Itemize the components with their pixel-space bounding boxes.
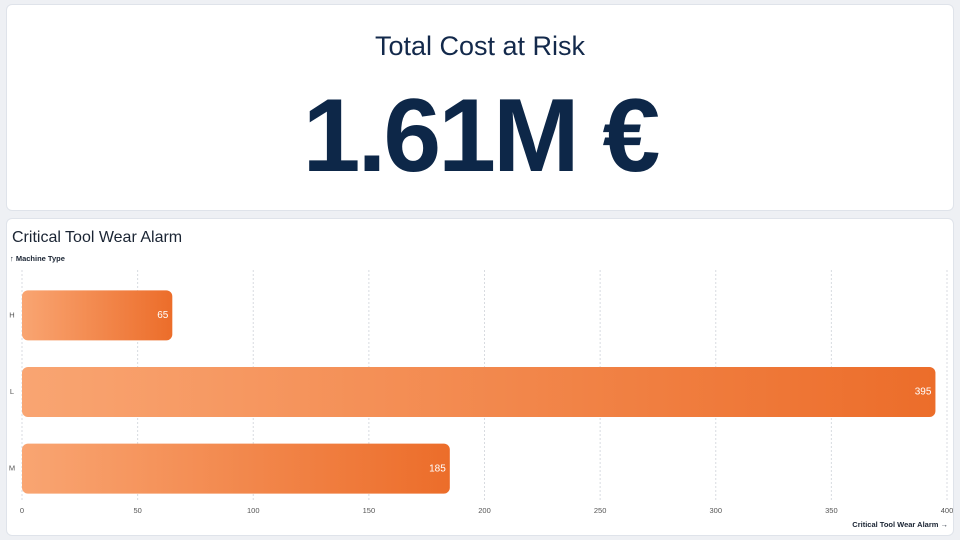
data-label: 395 xyxy=(915,387,932,398)
x-tick-label: 250 xyxy=(594,506,607,515)
x-tick-label: 150 xyxy=(363,506,376,515)
x-tick-label: 100 xyxy=(247,506,260,515)
data-label: 185 xyxy=(429,463,446,474)
kpi-value: 1.61M € xyxy=(302,78,661,194)
y-axis-label: ↑ Machine Type xyxy=(10,254,65,263)
y-tick-label: L xyxy=(10,387,14,396)
x-tick-label: 50 xyxy=(133,506,141,515)
x-tick-label: 350 xyxy=(825,506,838,515)
bar xyxy=(22,290,173,341)
x-tick-label: 200 xyxy=(478,506,491,515)
y-tick-label: H xyxy=(9,310,14,319)
x-tick-label: 400 xyxy=(941,506,954,515)
chart-title: Critical Tool Wear Alarm xyxy=(12,229,182,246)
bar xyxy=(22,443,450,494)
x-tick-label: 0 xyxy=(20,506,24,515)
kpi-title: Total Cost at Risk xyxy=(374,31,586,61)
x-axis-label: Critical Tool Wear Alarm → xyxy=(852,520,948,529)
x-tick-label: 300 xyxy=(709,506,722,515)
kpi-card: Total Cost at Risk 1.61M € xyxy=(6,4,954,211)
y-tick-label: M xyxy=(9,464,15,473)
data-label: 65 xyxy=(157,310,169,321)
bar xyxy=(22,367,936,417)
